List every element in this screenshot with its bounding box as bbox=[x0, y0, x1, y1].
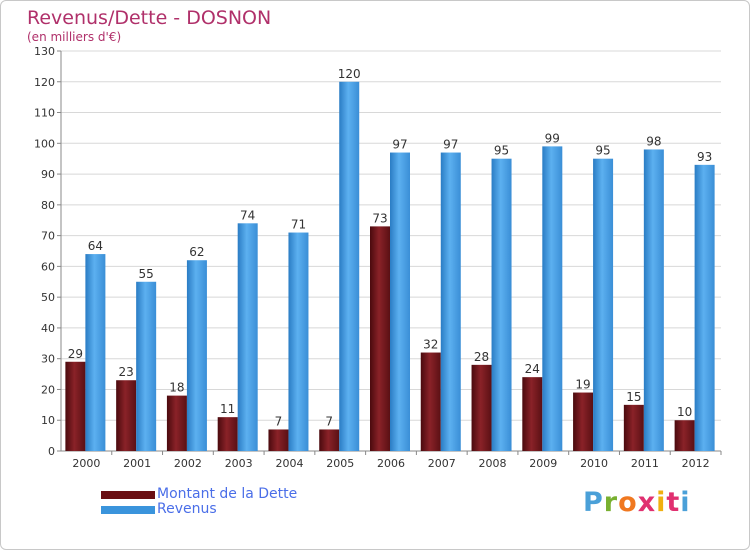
bar-dette bbox=[522, 377, 543, 451]
data-label-revenus: 74 bbox=[240, 208, 255, 222]
y-tick-label: 10 bbox=[41, 414, 55, 427]
y-tick-label: 120 bbox=[34, 76, 55, 89]
data-label-dette: 28 bbox=[474, 350, 489, 364]
chart-subtitle: (en milliers d'€) bbox=[27, 30, 122, 44]
data-label-dette: 11 bbox=[220, 402, 235, 416]
bar-dette bbox=[471, 364, 492, 451]
bar-revenus bbox=[694, 164, 715, 451]
y-tick-label: 0 bbox=[48, 445, 55, 458]
x-tick-label: 2009 bbox=[529, 457, 557, 470]
bar-dette bbox=[420, 352, 441, 451]
data-label-revenus: 98 bbox=[646, 134, 661, 148]
bar-dette bbox=[166, 395, 187, 451]
bar-revenus bbox=[643, 149, 664, 451]
x-tick-label: 2002 bbox=[174, 457, 202, 470]
bar-revenus bbox=[593, 158, 614, 451]
x-tick-label: 2008 bbox=[479, 457, 507, 470]
data-label-revenus: 55 bbox=[139, 267, 154, 281]
data-label-dette: 32 bbox=[423, 338, 438, 352]
bar-revenus bbox=[288, 232, 309, 451]
bar-revenus bbox=[136, 281, 157, 451]
bar-dette bbox=[573, 392, 594, 451]
y-tick-labels: 0 10 20 30 40 50 60 70 80 90 100 110 120 130 bbox=[34, 45, 55, 458]
bar-dette bbox=[268, 429, 289, 451]
y-tick-label: 30 bbox=[41, 353, 55, 366]
x-tick-label: 2011 bbox=[631, 457, 659, 470]
data-label-dette: 10 bbox=[677, 405, 692, 419]
data-label-dette: 73 bbox=[372, 211, 387, 225]
data-label-revenus: 95 bbox=[595, 144, 610, 158]
data-label-dette: 19 bbox=[575, 378, 590, 392]
y-tick-label: 50 bbox=[41, 291, 55, 304]
y-tick-label: 40 bbox=[41, 322, 55, 335]
y-tick-label: 80 bbox=[41, 199, 55, 212]
data-label-revenus: 93 bbox=[697, 150, 712, 164]
y-tick-label: 130 bbox=[34, 45, 55, 58]
y-tick-label: 70 bbox=[41, 230, 55, 243]
bar-revenus bbox=[186, 260, 207, 451]
data-label-dette: 15 bbox=[626, 390, 641, 404]
data-label-dette: 29 bbox=[68, 347, 83, 361]
data-label-revenus: 120 bbox=[338, 67, 361, 81]
y-tick-label: 110 bbox=[34, 107, 55, 120]
x-tick-label: 2001 bbox=[123, 457, 151, 470]
data-label-revenus: 97 bbox=[443, 138, 458, 152]
legend: Montant de la Dette Revenus bbox=[101, 487, 297, 517]
legend-swatch-dette bbox=[101, 490, 155, 499]
y-tick-label: 100 bbox=[34, 137, 55, 150]
data-label-dette: 18 bbox=[169, 381, 184, 395]
data-label-revenus: 64 bbox=[88, 239, 103, 253]
bar-dette bbox=[65, 361, 86, 451]
data-labels: 29 64 23 55 18 62 11 74 7 71 7 120 73 97 32 97 28 95 24 99 1… bbox=[68, 67, 713, 429]
data-label-dette: 7 bbox=[275, 414, 283, 428]
data-label-revenus: 97 bbox=[392, 138, 407, 152]
data-label-revenus: 99 bbox=[545, 131, 560, 145]
bar-dette bbox=[319, 429, 340, 451]
data-label-dette: 24 bbox=[525, 362, 540, 376]
x-tick-label: 2003 bbox=[225, 457, 253, 470]
bar-dette bbox=[217, 417, 238, 451]
legend-label-revenus: Revenus bbox=[157, 501, 217, 517]
bar-revenus bbox=[440, 152, 461, 452]
x-tick-label: 2007 bbox=[428, 457, 456, 470]
proxiti-logo: Proxiti bbox=[583, 487, 691, 518]
bar-dette bbox=[116, 380, 137, 451]
legend-item-dette: Montant de la Dette bbox=[101, 487, 297, 502]
bar-revenus bbox=[339, 81, 360, 452]
bars bbox=[65, 81, 715, 452]
y-tick-label: 90 bbox=[41, 168, 55, 181]
x-tick-label: 2012 bbox=[682, 457, 710, 470]
bar-dette bbox=[370, 226, 390, 451]
legend-swatch-revenus bbox=[101, 505, 155, 514]
data-label-revenus: 62 bbox=[189, 245, 204, 259]
data-label-revenus: 71 bbox=[291, 218, 306, 232]
y-tick-label: 20 bbox=[41, 383, 55, 396]
x-tick-label: 2006 bbox=[377, 457, 405, 470]
bar-revenus bbox=[491, 158, 512, 451]
x-tick-labels: 2000 2001 2002 2003 2004 2005 2006 2007 2008 2009… bbox=[72, 457, 709, 470]
y-tick-label: 60 bbox=[41, 260, 55, 273]
chart-title: Revenus/Dette - DOSNON bbox=[27, 7, 272, 29]
data-label-dette: 23 bbox=[119, 365, 134, 379]
bar-revenus bbox=[390, 152, 410, 452]
bar-revenus bbox=[237, 223, 258, 451]
legend-label-dette: Montant de la Dette bbox=[157, 486, 298, 502]
bar-dette bbox=[674, 420, 695, 451]
x-tick-label: 2005 bbox=[326, 457, 354, 470]
x-tick-label: 2004 bbox=[275, 457, 303, 470]
x-tick-label: 2010 bbox=[580, 457, 608, 470]
bar-revenus bbox=[85, 254, 106, 451]
bar-revenus bbox=[542, 146, 563, 451]
data-label-revenus: 95 bbox=[494, 144, 509, 158]
data-label-dette: 7 bbox=[325, 414, 333, 428]
x-tick-label: 2000 bbox=[72, 457, 100, 470]
legend-item-revenus: Revenus bbox=[101, 502, 297, 517]
bar-dette bbox=[623, 404, 644, 451]
